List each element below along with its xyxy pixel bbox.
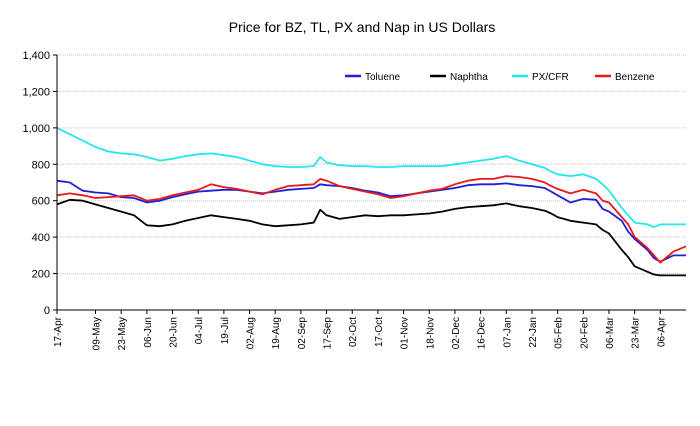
x-tick-label: 02-Oct [348, 317, 359, 347]
x-axis-ticks: 17-Apr 09-May 23-May 06-Jun 20-Jun 04-Jul 19-J… [53, 310, 667, 350]
series-line-naphtha [56, 198, 686, 277]
series-lines [56, 127, 687, 277]
x-tick-label: 01-Nov [400, 317, 411, 349]
x-tick-label: 17-Oct [374, 317, 385, 347]
x-tick-label: 17-Apr [53, 316, 64, 347]
series-line-benzene [56, 175, 687, 264]
y-tick-label: 1,200 [22, 86, 50, 98]
chart-title: Price for BZ, TL, PX and Nap in US Dolla… [229, 19, 496, 35]
y-tick-label: 400 [32, 232, 50, 244]
x-tick-label: 02-Dec [451, 317, 462, 349]
legend-label-benzene: Benzene [615, 72, 655, 83]
x-tick-label: 09-May [92, 317, 103, 350]
series-line-toluene [56, 179, 686, 263]
x-tick-label: 22-Jan [528, 317, 539, 348]
y-tick-label: 1,400 [22, 50, 50, 62]
legend-label-px-cfr: PX/CFR [532, 72, 569, 83]
x-tick-label: 06-Apr [656, 316, 667, 347]
legend-label-naphtha: Naphtha [450, 72, 488, 83]
series-line-px-cfr [56, 127, 686, 229]
x-tick-label: 06-Jun [143, 317, 154, 348]
x-tick-label: 07-Jan [502, 317, 513, 348]
x-tick-label: 05-Feb [554, 317, 565, 349]
x-tick-label: 20-Feb [579, 317, 590, 349]
gridlines [57, 54, 686, 275]
x-tick-label: 02-Sep [297, 317, 308, 350]
x-tick-label: 06-Mar [605, 316, 616, 348]
x-tick-label: 04-Jul [194, 317, 205, 344]
legend-label-toluene: Toluene [365, 72, 400, 83]
x-tick-label: 02-Aug [246, 317, 257, 349]
y-axis-ticks: 0 200 400 600 800 1,000 1,200 1,400 [22, 50, 57, 317]
x-tick-label: 16-Dec [477, 317, 488, 349]
y-tick-label: 1,000 [22, 123, 50, 135]
axes [56, 55, 686, 311]
y-tick-label: 0 [44, 305, 50, 317]
x-tick-label: 20-Jun [169, 317, 180, 348]
y-tick-label: 800 [32, 159, 50, 171]
x-tick-label: 23-Mar [631, 316, 642, 348]
x-tick-label: 19-Aug [271, 317, 282, 349]
legend: Toluene Naphtha PX/CFR Benzene [345, 72, 655, 83]
x-tick-label: 23-May [117, 317, 128, 350]
y-tick-label: 600 [32, 196, 50, 208]
x-tick-label: 19-Jul [220, 317, 231, 344]
x-tick-label: 18-Nov [425, 317, 436, 349]
x-tick-label: 17-Sep [323, 317, 334, 350]
y-tick-label: 200 [32, 269, 50, 281]
